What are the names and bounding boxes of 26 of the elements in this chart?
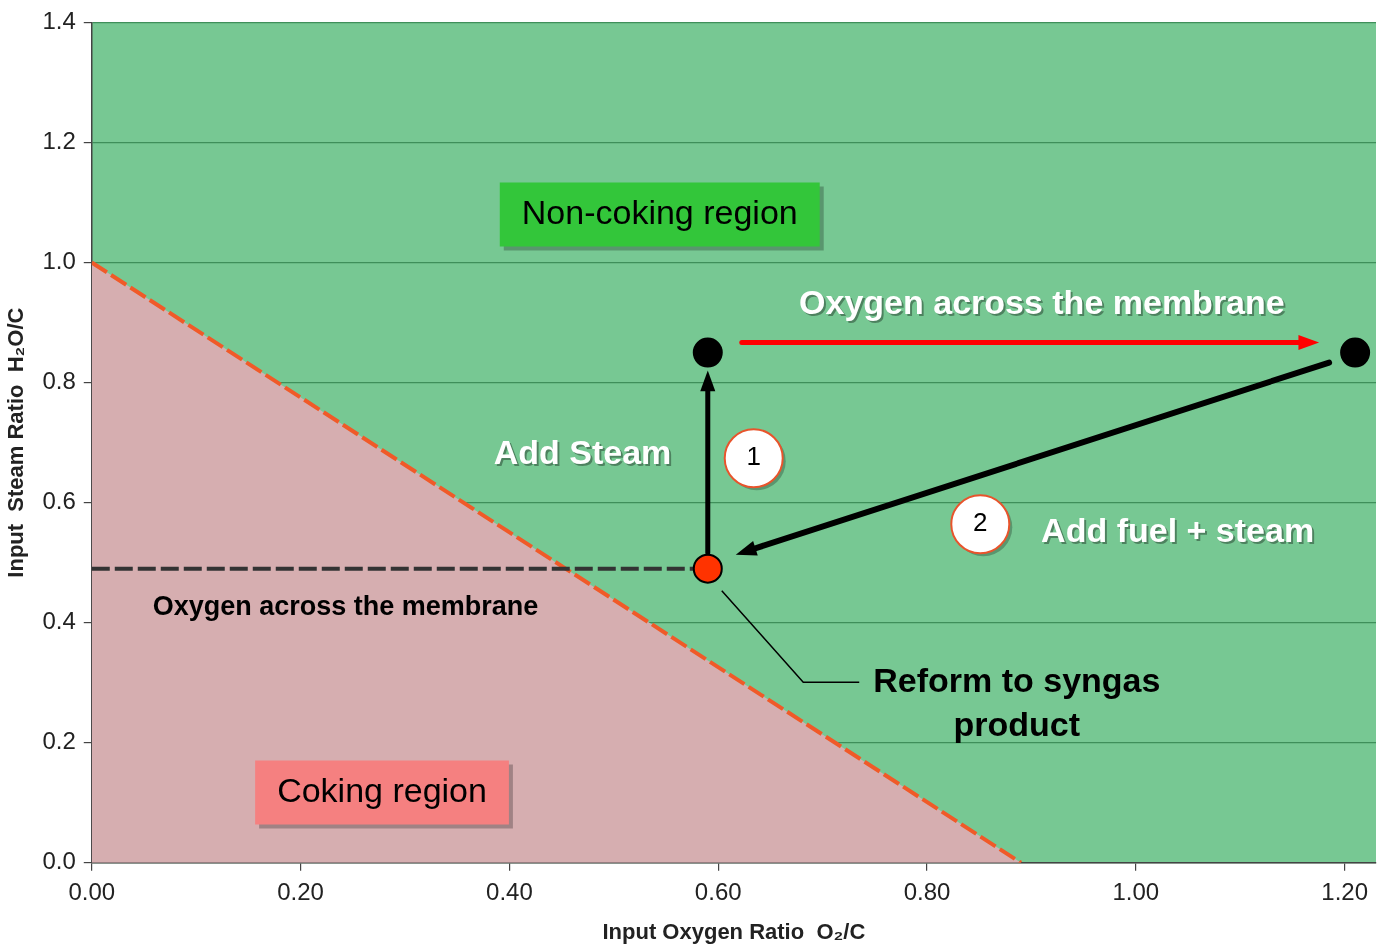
- x-tick-label: 0.80: [903, 877, 951, 905]
- x-tick-label: 0.00: [68, 877, 116, 905]
- x-tick-label: 1.20: [1321, 877, 1369, 905]
- x-tick-label: 0.40: [486, 877, 533, 905]
- x-tick-label: 0.20: [277, 877, 324, 905]
- y-tick-label: 1.2: [42, 127, 76, 155]
- annotation: Oxygen across the membrane: [801, 284, 1287, 323]
- annotation: Add fuel + steam: [1043, 513, 1317, 552]
- y-tick-label: 0.4: [42, 607, 76, 635]
- y-tick-label: 0.8: [42, 367, 76, 395]
- annotation: Coking region: [277, 770, 487, 809]
- y-tick-label: 0.6: [42, 487, 76, 515]
- x-axis-title: Input Oxygen Ratio O₂/C: [602, 918, 866, 944]
- y-tick-label: 0.0: [42, 847, 76, 875]
- y-tick-label: 0.2: [42, 727, 76, 755]
- x-tick-label: 1.00: [1112, 877, 1160, 905]
- annotation: Non-coking region: [521, 192, 798, 231]
- y-axis-title: Input Steam Ratio H₂O/C: [3, 307, 29, 578]
- y-tick-label: 1.0: [42, 247, 76, 275]
- y-tick-label: 1.4: [42, 7, 76, 35]
- annotation: 2: [973, 507, 988, 538]
- annotation: Oxygen across the membrane: [152, 590, 539, 621]
- annotation: Add Steam: [495, 434, 674, 473]
- x-tick-label: 0.60: [694, 877, 742, 905]
- annotation: 1: [746, 441, 761, 472]
- annotation: Reform to syngas product: [873, 660, 1161, 743]
